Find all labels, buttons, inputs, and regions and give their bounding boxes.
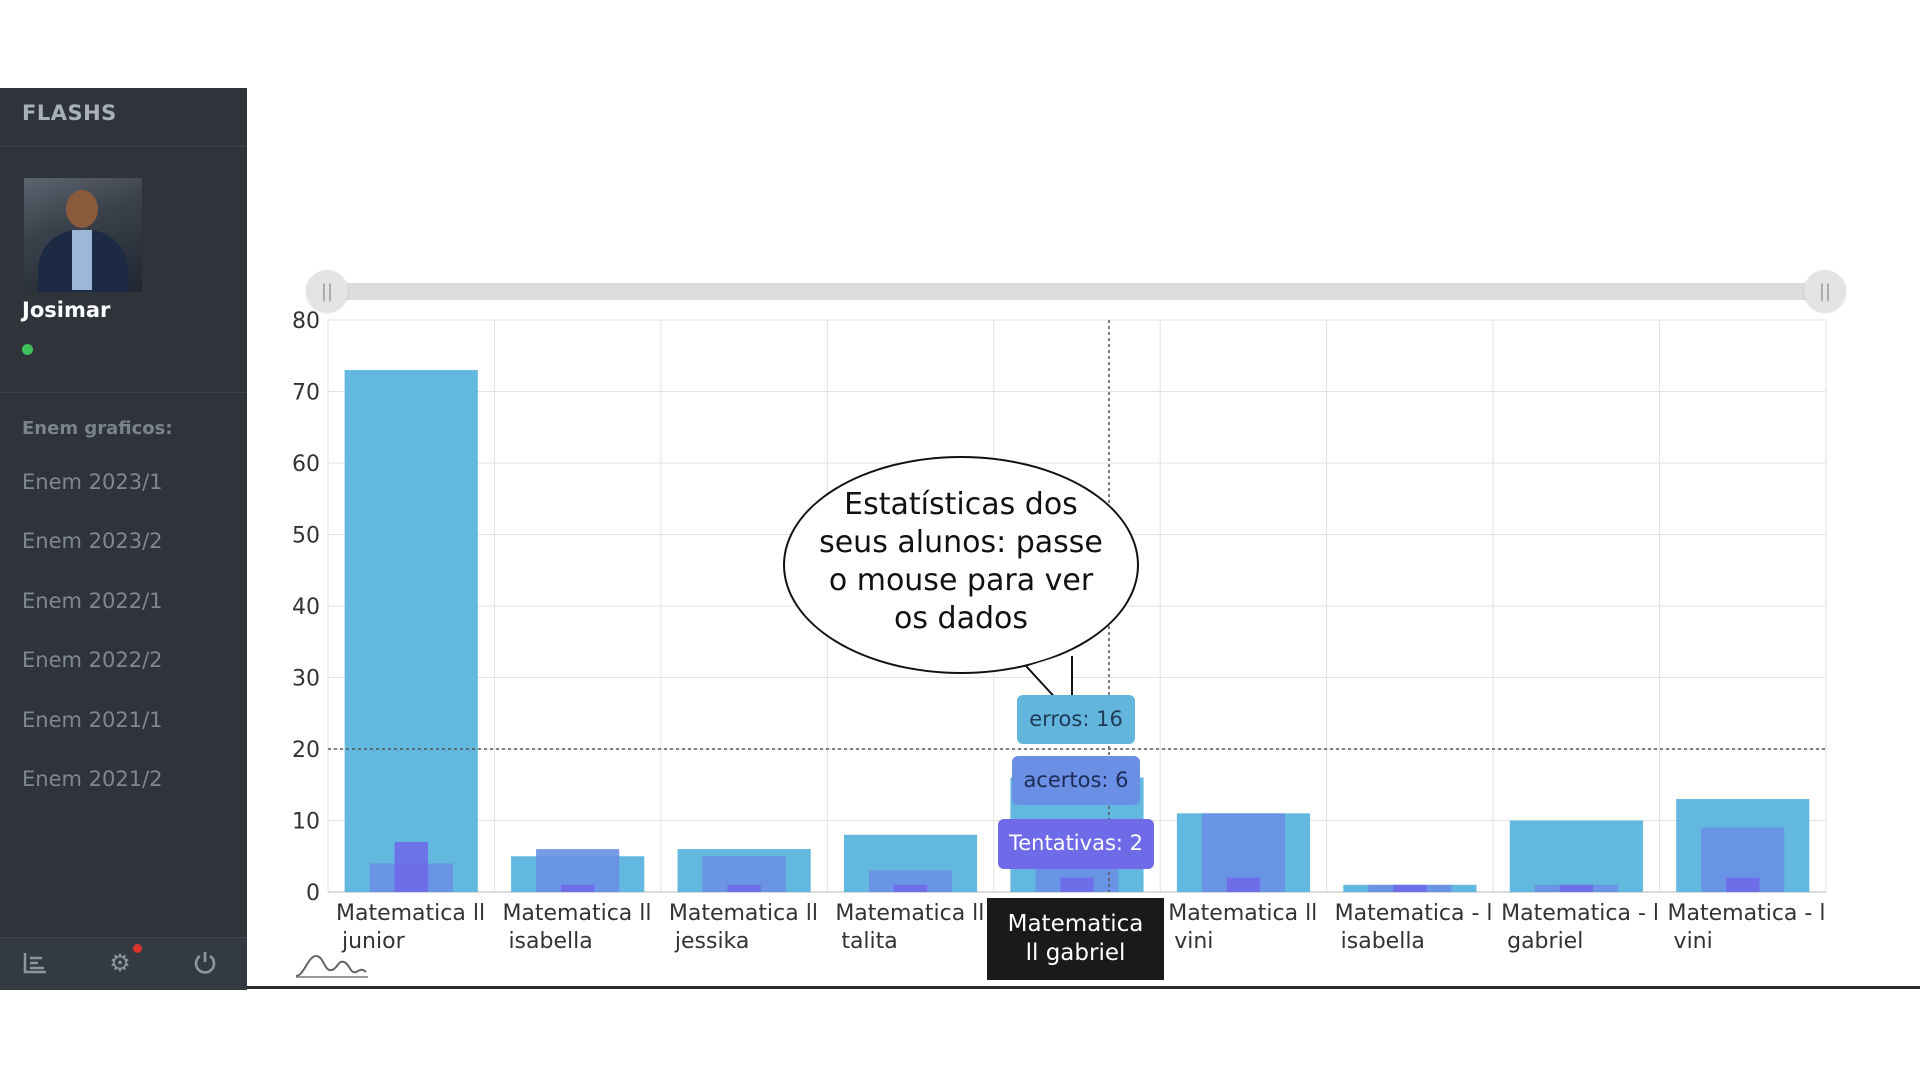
online-status-dot [22, 344, 33, 355]
tooltip-category-text: Matematica ll gabriel [1007, 911, 1144, 966]
y-tick-label: 10 [292, 810, 320, 835]
tooltip-tentativas: Tentativas: 2 [998, 819, 1154, 869]
y-tick-label: 40 [292, 595, 320, 620]
y-tick-label: 30 [292, 667, 320, 692]
sidebar: FLASHS Josimar Enem graficos: Enem 2023/… [0, 88, 247, 990]
sidebar-item-enem-2022-1[interactable]: Enem 2022/1 [22, 589, 163, 613]
user-name: Josimar [22, 298, 111, 322]
sidebar-item-enem-2022-2[interactable]: Enem 2022/2 [22, 648, 163, 672]
x-tick-label: Matematica - l [1501, 901, 1659, 926]
avatar [24, 178, 142, 292]
brand-title: FLASHS [0, 88, 247, 147]
x-tick-label: vini [1174, 929, 1213, 954]
page-bottom-border [247, 986, 1920, 989]
x-tick-label: jessika [674, 929, 750, 954]
bar-acertos [868, 870, 953, 892]
zoom-slider-left-handle[interactable]: || [306, 270, 348, 312]
notification-badge [133, 944, 142, 953]
zoom-slider-track[interactable] [330, 283, 1827, 300]
x-tick-label: Matematica ll [835, 901, 984, 926]
bar-tentativas [727, 884, 761, 892]
sidebar-item-enem-2021-2[interactable]: Enem 2021/2 [22, 767, 163, 791]
bar-tentativas [1559, 884, 1593, 892]
tooltip-acertos: acertos: 6 [1012, 756, 1140, 805]
wave-toggle-icon[interactable] [294, 950, 370, 980]
tooltip-erros: erros: 16 [1017, 695, 1135, 744]
x-tick-label: Matematica - l [1335, 901, 1493, 926]
x-tick-label: isabella [1341, 929, 1425, 954]
bar-tentativas [1393, 884, 1427, 892]
zoom-slider-right-handle[interactable]: || [1804, 270, 1846, 312]
chart-list-icon[interactable] [20, 948, 50, 978]
x-tick-label: Matematica - l [1668, 901, 1826, 926]
x-tick-label: talita [841, 929, 897, 954]
y-tick-label: 60 [292, 452, 320, 477]
x-tick-label: isabella [508, 929, 592, 954]
bar-tentativas [893, 884, 928, 892]
bar-tentativas [1226, 877, 1261, 892]
section-label: Enem graficos: [22, 418, 173, 439]
x-tick-label: Matematica ll [669, 901, 818, 926]
sidebar-item-enem-2021-1[interactable]: Enem 2021/1 [22, 708, 163, 732]
speech-bubble-callout: Estatísticas dos seus alunos: passe o mo… [783, 456, 1139, 674]
bar-erros [1509, 820, 1643, 892]
y-tick-label: 50 [292, 524, 320, 549]
y-tick-label: 80 [292, 309, 320, 334]
y-tick-label: 0 [306, 881, 320, 906]
power-icon[interactable] [190, 948, 220, 978]
bar-erros [344, 370, 478, 892]
x-tick-label: vini [1674, 929, 1713, 954]
sidebar-divider [0, 392, 247, 393]
y-tick-label: 70 [292, 381, 320, 406]
x-tick-label: Matematica ll [1168, 901, 1317, 926]
bar-tentativas [1060, 877, 1094, 892]
tooltip-category: Matematica ll gabriel [987, 898, 1164, 980]
bar-tentativas [394, 841, 428, 892]
callout-text: Estatísticas dos seus alunos: passe o mo… [819, 487, 1103, 636]
gear-icon[interactable]: ⚙ [109, 949, 131, 977]
bar-tentativas [561, 884, 595, 892]
bar-tentativas [1726, 877, 1760, 892]
y-tick-label: 20 [292, 738, 320, 763]
sidebar-item-enem-2023-1[interactable]: Enem 2023/1 [22, 470, 163, 494]
x-tick-label: junior [341, 929, 406, 954]
x-tick-label: Matematica ll [502, 901, 651, 926]
sidebar-item-enem-2023-2[interactable]: Enem 2023/2 [22, 529, 163, 553]
x-tick-label: Matematica ll [336, 901, 485, 926]
x-tick-label: gabriel [1507, 929, 1583, 954]
sidebar-footer: ⚙ [0, 937, 247, 990]
